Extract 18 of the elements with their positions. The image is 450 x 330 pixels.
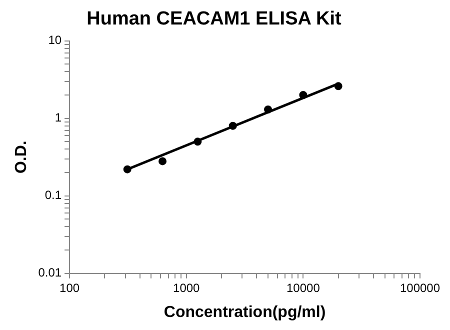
x-tick-label: 1000 <box>173 280 200 295</box>
point <box>123 165 132 174</box>
point <box>228 122 237 130</box>
point <box>334 82 342 90</box>
y-tick-label: 10 <box>48 33 62 48</box>
y-axis-title: O.D. <box>13 140 30 174</box>
point <box>264 106 272 114</box>
point <box>299 90 308 99</box>
x-axis-title: Concentration(pg/ml) <box>164 304 326 321</box>
point <box>158 157 167 166</box>
y-tick-label: 0.01 <box>38 266 62 280</box>
y-tick-label: 1 <box>54 110 62 125</box>
point <box>194 138 202 146</box>
x-tick-label: 100000 <box>400 280 440 295</box>
y-tick-label: 0.1 <box>44 188 62 202</box>
x-tick-label: 10000 <box>286 280 320 295</box>
x-tick-label: 100 <box>60 280 80 295</box>
chart-title: Human CEACAM1 ELISA Kit <box>86 8 342 30</box>
